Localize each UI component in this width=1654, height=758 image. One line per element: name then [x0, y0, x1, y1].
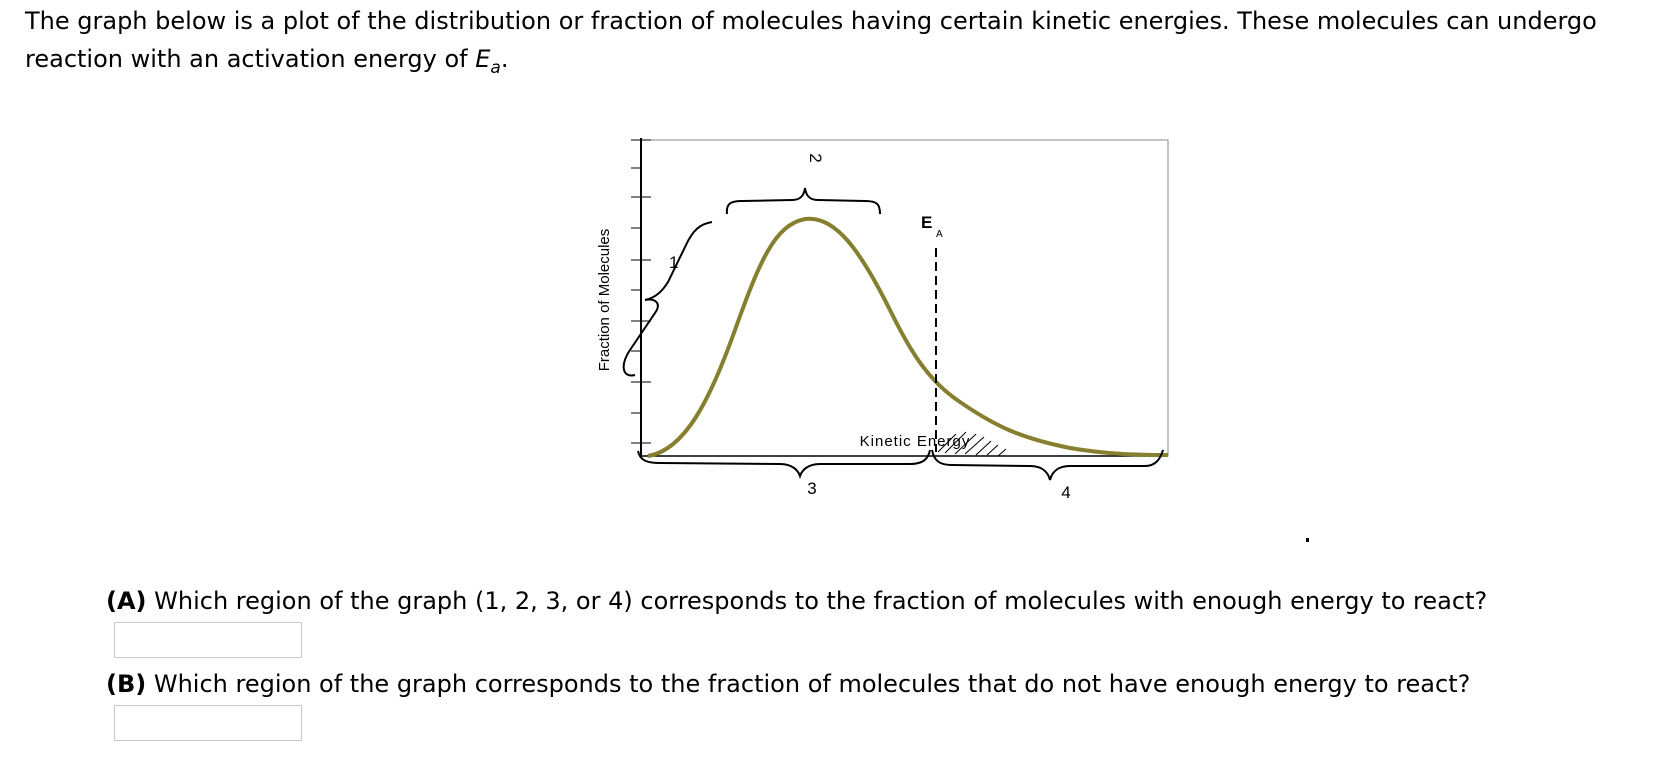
- ea-sub-label: A: [936, 229, 943, 240]
- region-label-3: 3: [807, 479, 816, 498]
- ea-letter: E: [475, 45, 491, 73]
- question-a-prefix: (A): [106, 587, 147, 615]
- energy-distribution-figure: E A Fraction of Molecules Kinetic Energy…: [596, 138, 1169, 502]
- stray-dot: [1306, 538, 1309, 542]
- question-a-text: Which region of the graph (1, 2, 3, or 4…: [146, 587, 1488, 615]
- bracket-4: [931, 449, 1164, 481]
- bracket-2: [725, 187, 881, 215]
- bracket-1: [622, 221, 713, 377]
- x-axis-label: Kinetic Energy: [860, 433, 971, 450]
- region-label-1: 1: [669, 253, 678, 272]
- ea-label: E: [921, 213, 932, 232]
- plot-frame: [640, 139, 1169, 457]
- question-b: (B) Which region of the graph correspond…: [106, 665, 1606, 741]
- ea-subscript: a: [490, 58, 501, 78]
- intro-text: The graph below is a plot of the distrib…: [25, 2, 1625, 87]
- distribution-curve: [647, 216, 1169, 458]
- answer-b-input[interactable]: [114, 705, 302, 741]
- region-label-2: 2: [806, 153, 825, 162]
- y-axis-ticks: [631, 139, 651, 444]
- answer-a-input[interactable]: [114, 622, 302, 658]
- activation-energy-symbol: Ea: [475, 45, 501, 78]
- intro-period: .: [500, 45, 509, 73]
- question-b-prefix: (B): [106, 670, 147, 698]
- intro-body: The graph below is a plot of the distrib…: [25, 7, 1597, 73]
- hatched-region: [937, 431, 1007, 457]
- bracket-3: [637, 449, 931, 480]
- y-axis-label: Fraction of Molecules: [596, 229, 613, 372]
- region-label-4: 4: [1061, 483, 1070, 502]
- question-a: (A) Which region of the graph (1, 2, 3, …: [106, 582, 1606, 658]
- question-b-text: Which region of the graph corresponds to…: [146, 670, 1471, 698]
